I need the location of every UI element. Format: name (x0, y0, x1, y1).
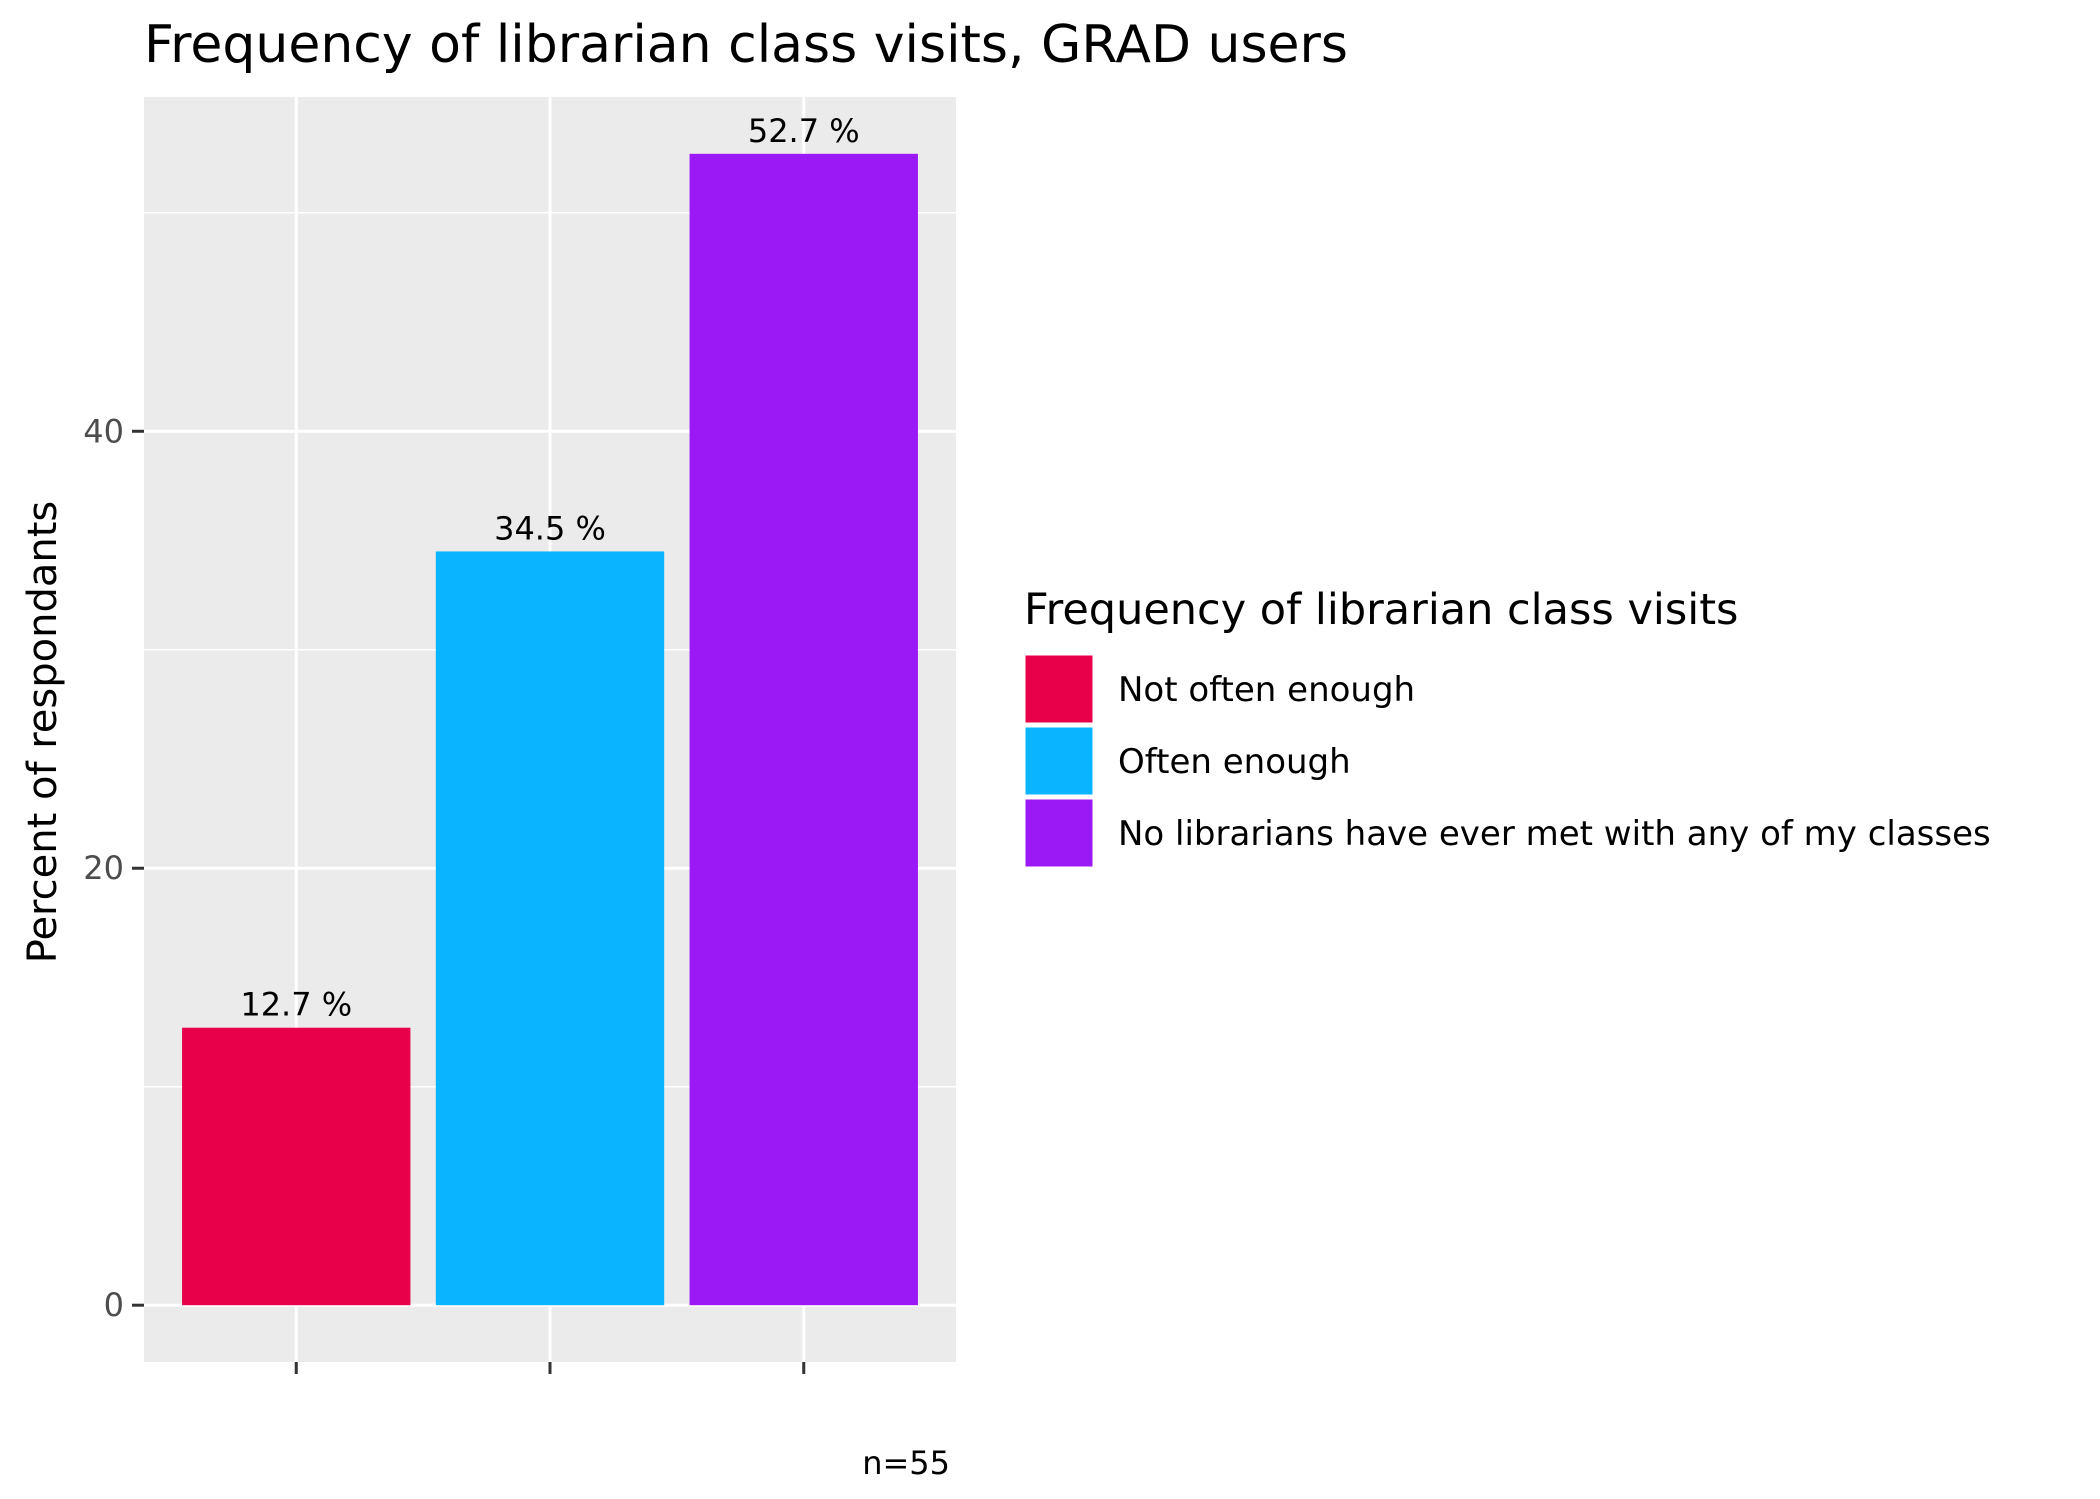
legend-items: Not often enough Often enough No librarian… (1022, 652, 1991, 870)
data-label: 34.5 % (494, 509, 606, 547)
legend-label: Often enough (1118, 742, 1351, 782)
legend-key (1022, 796, 1096, 870)
legend-key (1022, 724, 1096, 798)
legend-label: No librarians have ever met with any of … (1118, 814, 1991, 854)
y-tick-label: 0 (104, 1286, 124, 1324)
caption: n=55 (862, 1444, 950, 1482)
y-axis-title: Percent of respondants (20, 501, 66, 964)
legend-key (1022, 652, 1096, 726)
legend: Frequency of librarian class visits Not … (1022, 585, 1991, 870)
legend-label: Not often enough (1118, 670, 1415, 710)
y-tick-label: 40 (83, 412, 124, 450)
bar (182, 1027, 411, 1306)
chart-title: Frequency of librarian class visits, GRA… (144, 15, 1348, 75)
bars (182, 153, 918, 1306)
bar (689, 153, 918, 1306)
data-label: 12.7 % (240, 986, 352, 1024)
data-labels: 12.7 % 34.5 % 52.7 % (240, 112, 859, 1024)
x-axis (294, 1362, 806, 1374)
data-label: 52.7 % (748, 112, 860, 150)
y-tick-label: 20 (83, 849, 124, 887)
bar (435, 551, 665, 1306)
y-axis: 0 20 40 (83, 412, 144, 1324)
legend-title: Frequency of librarian class visits (1024, 585, 1738, 635)
